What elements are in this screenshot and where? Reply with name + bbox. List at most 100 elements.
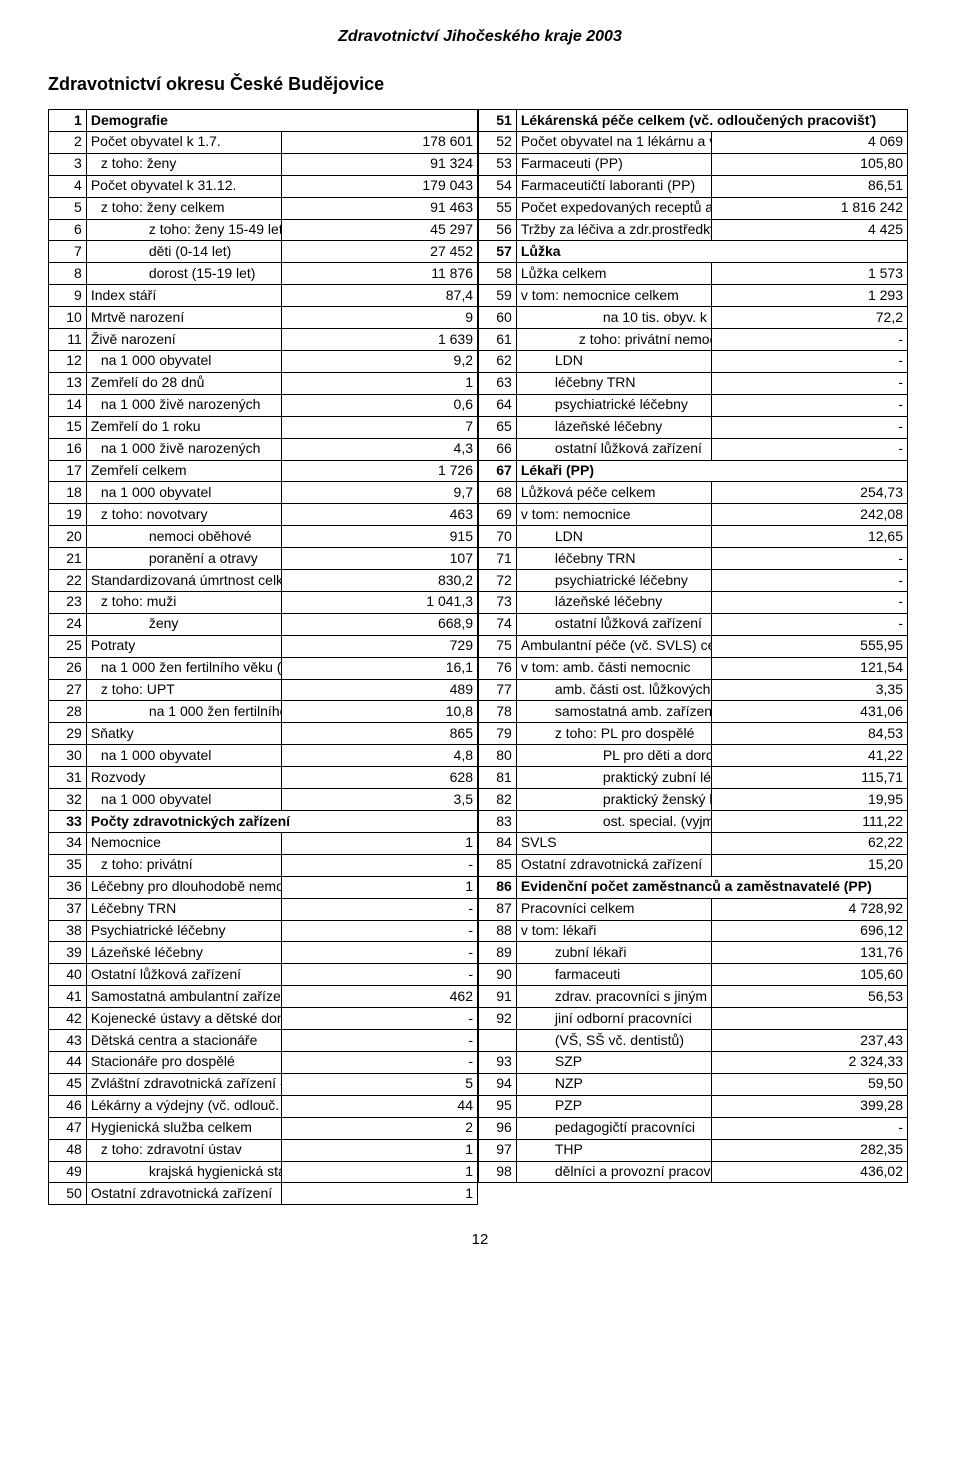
table-row: 63léčebny TRN- (479, 372, 908, 394)
row-number: 40 (49, 964, 87, 986)
row-number: 6 (49, 219, 87, 241)
row-number: 87 (479, 898, 517, 920)
row-label: jiní odborní pracovníci (516, 1008, 712, 1030)
row-label: amb. části ost. lůžkových zařízení (516, 679, 712, 701)
row-value: 4 425 (712, 219, 908, 241)
row-number: 37 (49, 898, 87, 920)
row-number: 80 (479, 745, 517, 767)
row-value: - (282, 898, 478, 920)
table-row: 31Rozvody628 (49, 767, 478, 789)
row-number: 11 (49, 329, 87, 351)
table-row: 40Ostatní lůžková zařízení- (49, 964, 478, 986)
row-number: 26 (49, 657, 87, 679)
row-label: Lékárenská péče celkem (vč. odloučených … (516, 110, 907, 132)
row-number: 35 (49, 854, 87, 876)
row-value: 115,71 (712, 767, 908, 789)
row-label: z toho: ženy 15-49 let (86, 219, 282, 241)
right-table: 51Lékárenská péče celkem (vč. odloučenýc… (478, 109, 908, 1183)
row-value: 431,06 (712, 701, 908, 723)
table-row: 4Počet obyvatel k 31.12.179 043 (49, 175, 478, 197)
row-number: 47 (49, 1117, 87, 1139)
table-row: 54Farmaceutičtí laboranti (PP)86,51 (479, 175, 908, 197)
row-label: Sňatky (86, 723, 282, 745)
row-label: z toho: novotvary (86, 504, 282, 526)
row-number: 74 (479, 613, 517, 635)
row-number: 38 (49, 920, 87, 942)
table-row: 78samostatná amb. zařízení celkem431,06 (479, 701, 908, 723)
row-label: Léčebny pro dlouhodobě nemocné (86, 876, 282, 898)
row-number: 86 (479, 876, 517, 898)
row-label: Léčebny TRN (86, 898, 282, 920)
table-row: 84SVLS62,22 (479, 832, 908, 854)
row-number: 93 (479, 1051, 517, 1073)
row-label: Mrtvě narození (86, 307, 282, 329)
row-number: 10 (49, 307, 87, 329)
row-value: 1 (282, 372, 478, 394)
row-label: na 1 000 žen fertilního věku (86, 701, 282, 723)
row-label: SVLS (516, 832, 712, 854)
row-number: 70 (479, 526, 517, 548)
row-value: - (712, 613, 908, 635)
row-number: 95 (479, 1095, 517, 1117)
row-value: 44 (282, 1095, 478, 1117)
row-number: 89 (479, 942, 517, 964)
row-label: Lázeňské léčebny (86, 942, 282, 964)
row-value: 56,53 (712, 986, 908, 1008)
row-value: 91 463 (282, 197, 478, 219)
table-row: 10Mrtvě narození9 (49, 307, 478, 329)
row-label: Ambulantní péče (vč. SVLS) celkem (516, 635, 712, 657)
row-label: psychiatrické léčebny (516, 394, 712, 416)
table-row: 82praktický ženský lékař19,95 (479, 789, 908, 811)
table-row: 43Dětská centra a stacionáře- (49, 1030, 478, 1052)
row-label: Standardizovaná úmrtnost celkem (86, 570, 282, 592)
row-value: 2 324,33 (712, 1051, 908, 1073)
row-value: 4 069 (712, 131, 908, 153)
table-row: 94NZP59,50 (479, 1073, 908, 1095)
row-label: z toho: ženy (86, 153, 282, 175)
row-value: - (712, 1117, 908, 1139)
table-row: 3z toho: ženy91 324 (49, 153, 478, 175)
row-value: 178 601 (282, 131, 478, 153)
table-row: 26na 1 000 žen fertilního věku (15-49 le… (49, 657, 478, 679)
row-value: 91 324 (282, 153, 478, 175)
row-label: NZP (516, 1073, 712, 1095)
table-row: 97THP282,35 (479, 1139, 908, 1161)
row-number: 97 (479, 1139, 517, 1161)
row-number: 52 (479, 131, 517, 153)
row-value: 830,2 (282, 570, 478, 592)
table-row: 52Počet obyvatel na 1 lékárnu a výdejnu4… (479, 131, 908, 153)
table-row: 11Živě narození1 639 (49, 329, 478, 351)
row-label: dorost (15-19 let) (86, 263, 282, 285)
row-value: - (712, 350, 908, 372)
row-label: PZP (516, 1095, 712, 1117)
row-label: Počet obyvatel na 1 lékárnu a výdejnu (516, 131, 712, 153)
row-value: - (712, 372, 908, 394)
table-row: 59v tom: nemocnice celkem1 293 (479, 285, 908, 307)
table-row: 71léčebny TRN- (479, 548, 908, 570)
row-label: Počet obyvatel k 1.7. (86, 131, 282, 153)
row-label: poranění a otravy (86, 548, 282, 570)
row-value: 10,8 (282, 701, 478, 723)
row-value: 915 (282, 526, 478, 548)
table-row: 16na 1 000 živě narozených4,3 (49, 438, 478, 460)
row-label: Tržby za léčiva a zdr.prostředky na 1 ob… (516, 219, 712, 241)
row-label: praktický zubní lékař (516, 767, 712, 789)
table-row: 19z toho: novotvary463 (49, 504, 478, 526)
row-label: léčebny TRN (516, 548, 712, 570)
table-row: 44Stacionáře pro dospělé- (49, 1051, 478, 1073)
document-header: Zdravotnictví Jihočeského kraje 2003 (48, 28, 912, 46)
row-value: 4,8 (282, 745, 478, 767)
row-value: - (282, 1008, 478, 1030)
table-row: 37Léčebny TRN- (49, 898, 478, 920)
table-row: 64psychiatrické léčebny- (479, 394, 908, 416)
row-number: 98 (479, 1161, 517, 1183)
table-row: 17Zemřelí celkem1 726 (49, 460, 478, 482)
row-label: Zemřelí celkem (86, 460, 282, 482)
row-number: 67 (479, 460, 517, 482)
row-label: Kojenecké ústavy a dětské domovy (86, 1008, 282, 1030)
row-number: 44 (49, 1051, 87, 1073)
row-number: 9 (49, 285, 87, 307)
row-label: zdrav. pracovníci s jiným VŠ vzděl. (516, 986, 712, 1008)
row-label: Hygienická služba celkem (86, 1117, 282, 1139)
table-row: 89zubní lékaři131,76 (479, 942, 908, 964)
